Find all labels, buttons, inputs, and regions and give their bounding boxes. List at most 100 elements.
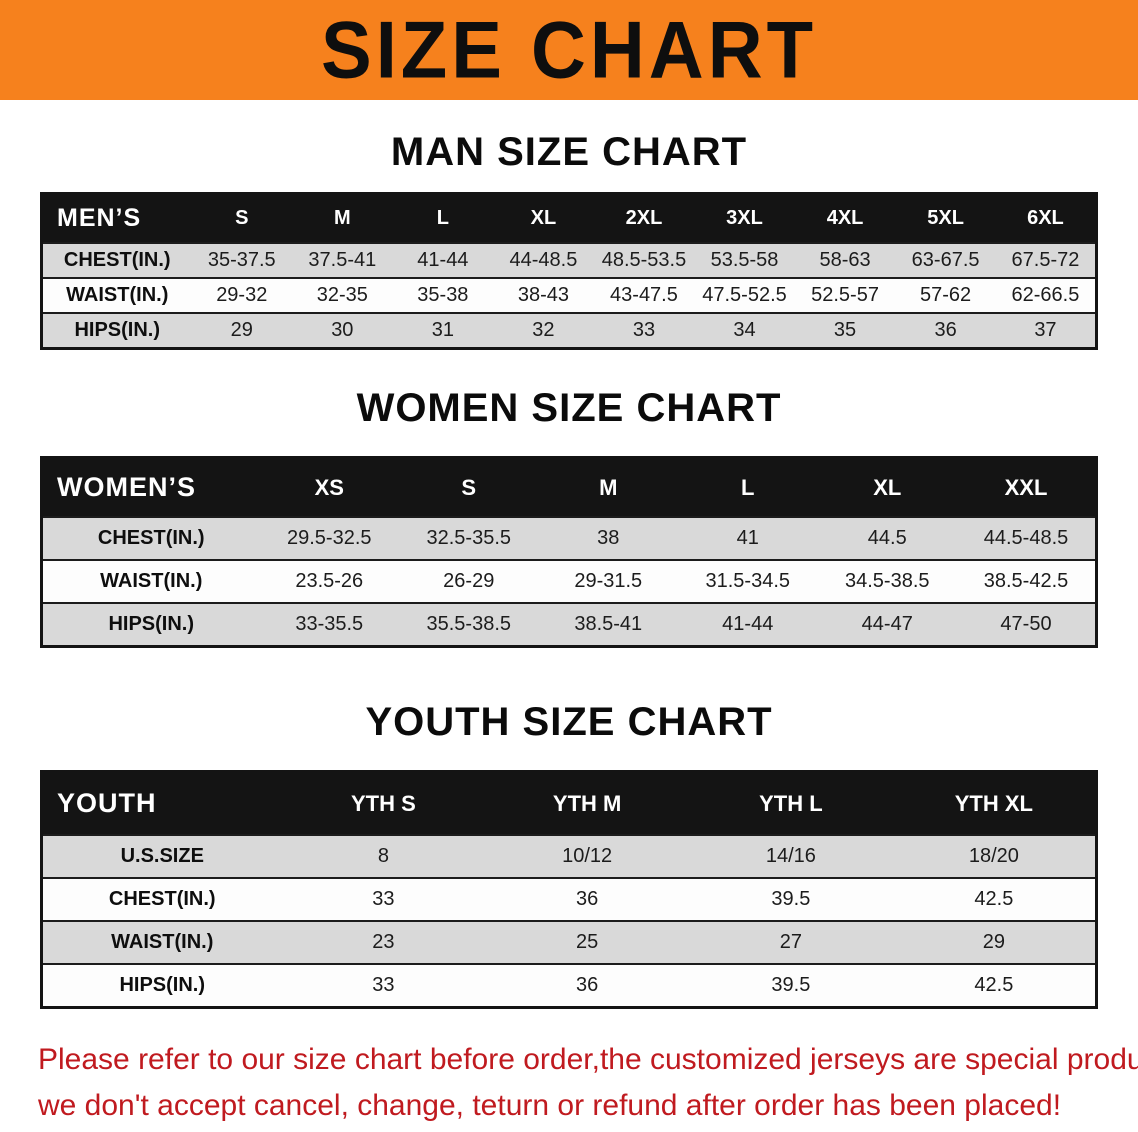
table-corner-label: MEN’S bbox=[41, 193, 192, 243]
women-size-table: WOMEN’S XS S M L XL XXL CHEST(IN.) 29.5-32.5 32.5… bbox=[40, 456, 1098, 648]
table-row: U.S.SIZE 8 10/12 14/16 18/20 bbox=[41, 835, 1097, 878]
size-cell: 42.5 bbox=[974, 888, 1014, 910]
table-corner-label: WOMEN’S bbox=[41, 457, 260, 517]
size-cell: 58-63 bbox=[819, 249, 871, 271]
size-cell: 34.5-38.5 bbox=[844, 570, 930, 592]
women-section-heading: WOMEN SIZE CHART bbox=[356, 386, 782, 430]
size-cell: 31.5-34.5 bbox=[705, 570, 790, 592]
size-cell: 36 bbox=[576, 888, 599, 910]
size-cell: 34 bbox=[733, 319, 756, 341]
size-cell: 38-43 bbox=[517, 284, 569, 306]
size-column-header: L bbox=[392, 193, 494, 243]
size-cell: 38.5-42.5 bbox=[983, 570, 1069, 592]
size-cell: 44-47 bbox=[861, 613, 913, 635]
footer-line-1: Please refer to our size chart before or… bbox=[38, 1043, 1138, 1076]
size-column-header: 3XL bbox=[694, 193, 795, 243]
size-column-header: 4XL bbox=[794, 193, 896, 243]
youth-size-section: YOUTH SIZE CHART YOUTH YTH S YTH M YTH L YTH… bbox=[0, 698, 1138, 1009]
size-cell: 27 bbox=[779, 931, 802, 953]
size-cell: 44.5 bbox=[867, 527, 907, 549]
size-column-header: XL bbox=[817, 457, 957, 517]
size-column-header: YTH L bbox=[689, 771, 893, 835]
size-cell: 38 bbox=[597, 527, 620, 549]
size-column-header: 5XL bbox=[895, 193, 996, 243]
size-cell: 32-35 bbox=[316, 284, 368, 306]
size-cell: 44-48.5 bbox=[509, 249, 578, 271]
size-cell: 32 bbox=[532, 319, 555, 341]
size-column-header: L bbox=[678, 457, 818, 517]
size-column-header: 2XL bbox=[593, 193, 695, 243]
size-cell: 41-44 bbox=[722, 613, 774, 635]
size-column-header: XS bbox=[259, 457, 399, 517]
size-cell: 63-67.5 bbox=[911, 249, 980, 271]
women-table-wrap: WOMEN’S XS S M L XL XXL CHEST(IN.) 29.5-32.5 32.5… bbox=[0, 456, 1138, 648]
size-cell: 8 bbox=[377, 845, 389, 867]
size-cell: 29-31.5 bbox=[574, 570, 643, 592]
size-cell: 14/16 bbox=[765, 845, 816, 867]
size-cell: 33 bbox=[372, 888, 395, 910]
size-cell: 53.5-58 bbox=[710, 249, 779, 271]
size-cell: 41 bbox=[736, 527, 759, 549]
table-row: HIPS(IN.) 29 30 31 32 33 34 35 36 37 bbox=[41, 313, 1097, 349]
table-header-row: WOMEN’S XS S M L XL XXL bbox=[41, 457, 1097, 517]
footer-note: Please refer to our size chart before or… bbox=[0, 1037, 1138, 1129]
size-cell: 33 bbox=[632, 319, 656, 341]
table-header-row: MEN’S S M L XL 2XL 3XL 4XL 5XL 6XL bbox=[41, 193, 1097, 243]
youth-section-heading: YOUTH SIZE CHART bbox=[365, 700, 773, 744]
men-size-table: MEN’S S M L XL 2XL 3XL 4XL 5XL 6XL CHEST(IN.) 35-37… bbox=[40, 192, 1098, 350]
row-label: HIPS(IN.) bbox=[119, 974, 206, 996]
footer-line-2: we don't accept cancel, change, teturn o… bbox=[38, 1089, 1062, 1122]
men-size-section: MAN SIZE CHART MEN’S S M L XL 2XL 3XL 4XL 5XL 6XL… bbox=[0, 128, 1138, 350]
size-cell: 18/20 bbox=[968, 845, 1019, 867]
size-chart-banner: SIZE CHART bbox=[0, 0, 1138, 100]
size-column-header: 6XL bbox=[995, 193, 1097, 243]
size-cell: 29.5-32.5 bbox=[286, 527, 372, 549]
men-table-wrap: MEN’S S M L XL 2XL 3XL 4XL 5XL 6XL CHEST(IN.) 35-37… bbox=[0, 192, 1138, 350]
size-cell: 37 bbox=[1034, 319, 1057, 341]
size-cell: 48.5-53.5 bbox=[601, 249, 687, 271]
size-cell: 31 bbox=[431, 319, 454, 341]
size-cell: 43-47.5 bbox=[610, 284, 678, 306]
row-label: U.S.SIZE bbox=[120, 845, 204, 867]
size-cell: 10/12 bbox=[562, 845, 613, 867]
youth-size-table: YOUTH YTH S YTH M YTH L YTH XL U.S.SIZE 8 10/12… bbox=[40, 770, 1098, 1009]
size-cell: 35.5-38.5 bbox=[426, 613, 511, 635]
size-column-header: YTH S bbox=[281, 771, 486, 835]
table-row: CHEST(IN.) 29.5-32.5 32.5-35.5 38 41 44.5 44.5… bbox=[41, 517, 1097, 560]
table-row: WAIST(IN.) 29-32 32-35 35-38 38-43 43-47.5 47.… bbox=[41, 278, 1097, 313]
size-column-header: XL bbox=[493, 193, 594, 243]
row-label: CHEST(IN.) bbox=[97, 527, 205, 549]
size-cell: 29 bbox=[230, 319, 253, 341]
table-row: CHEST(IN.) 33 36 39.5 42.5 bbox=[41, 878, 1097, 921]
size-cell: 36 bbox=[934, 319, 957, 341]
row-label: WAIST(IN.) bbox=[66, 284, 169, 306]
size-cell: 47-50 bbox=[1000, 613, 1052, 635]
banner-title: SIZE CHART bbox=[321, 4, 817, 96]
row-label: WAIST(IN.) bbox=[111, 931, 214, 953]
table-row: WAIST(IN.) 23.5-26 26-29 29-31.5 31.5-34.5 34… bbox=[41, 560, 1097, 603]
row-label: CHEST(IN.) bbox=[108, 888, 216, 910]
size-column-header: XXL bbox=[957, 457, 1097, 517]
size-cell: 33-35.5 bbox=[295, 613, 364, 635]
size-cell: 62-66.5 bbox=[1011, 284, 1080, 306]
row-label: CHEST(IN.) bbox=[63, 249, 171, 271]
size-cell: 35-38 bbox=[417, 284, 469, 306]
size-cell: 32.5-35.5 bbox=[426, 527, 511, 549]
size-cell: 23.5-26 bbox=[295, 570, 364, 592]
size-cell: 33 bbox=[372, 974, 395, 996]
size-cell: 36 bbox=[576, 974, 599, 996]
size-column-header: YTH M bbox=[485, 771, 689, 835]
table-header-row: YOUTH YTH S YTH M YTH L YTH XL bbox=[41, 771, 1097, 835]
size-cell: 44.5-48.5 bbox=[983, 527, 1069, 549]
youth-table-wrap: YOUTH YTH S YTH M YTH L YTH XL U.S.SIZE 8 10/12… bbox=[0, 770, 1138, 1009]
size-cell: 39.5 bbox=[771, 974, 811, 996]
men-section-heading: MAN SIZE CHART bbox=[390, 130, 748, 174]
size-cell: 26-29 bbox=[443, 570, 495, 592]
table-row: HIPS(IN.) 33-35.5 35.5-38.5 38.5-41 41-44 44-… bbox=[41, 603, 1097, 647]
size-cell: 29 bbox=[982, 931, 1005, 953]
row-label: WAIST(IN.) bbox=[100, 570, 203, 592]
size-column-header: S bbox=[399, 457, 539, 517]
size-cell: 38.5-41 bbox=[574, 613, 643, 635]
table-row: HIPS(IN.) 33 36 39.5 42.5 bbox=[41, 964, 1097, 1008]
women-size-section: WOMEN SIZE CHART WOMEN’S XS S M L XL XXL CHEST(… bbox=[0, 384, 1138, 648]
